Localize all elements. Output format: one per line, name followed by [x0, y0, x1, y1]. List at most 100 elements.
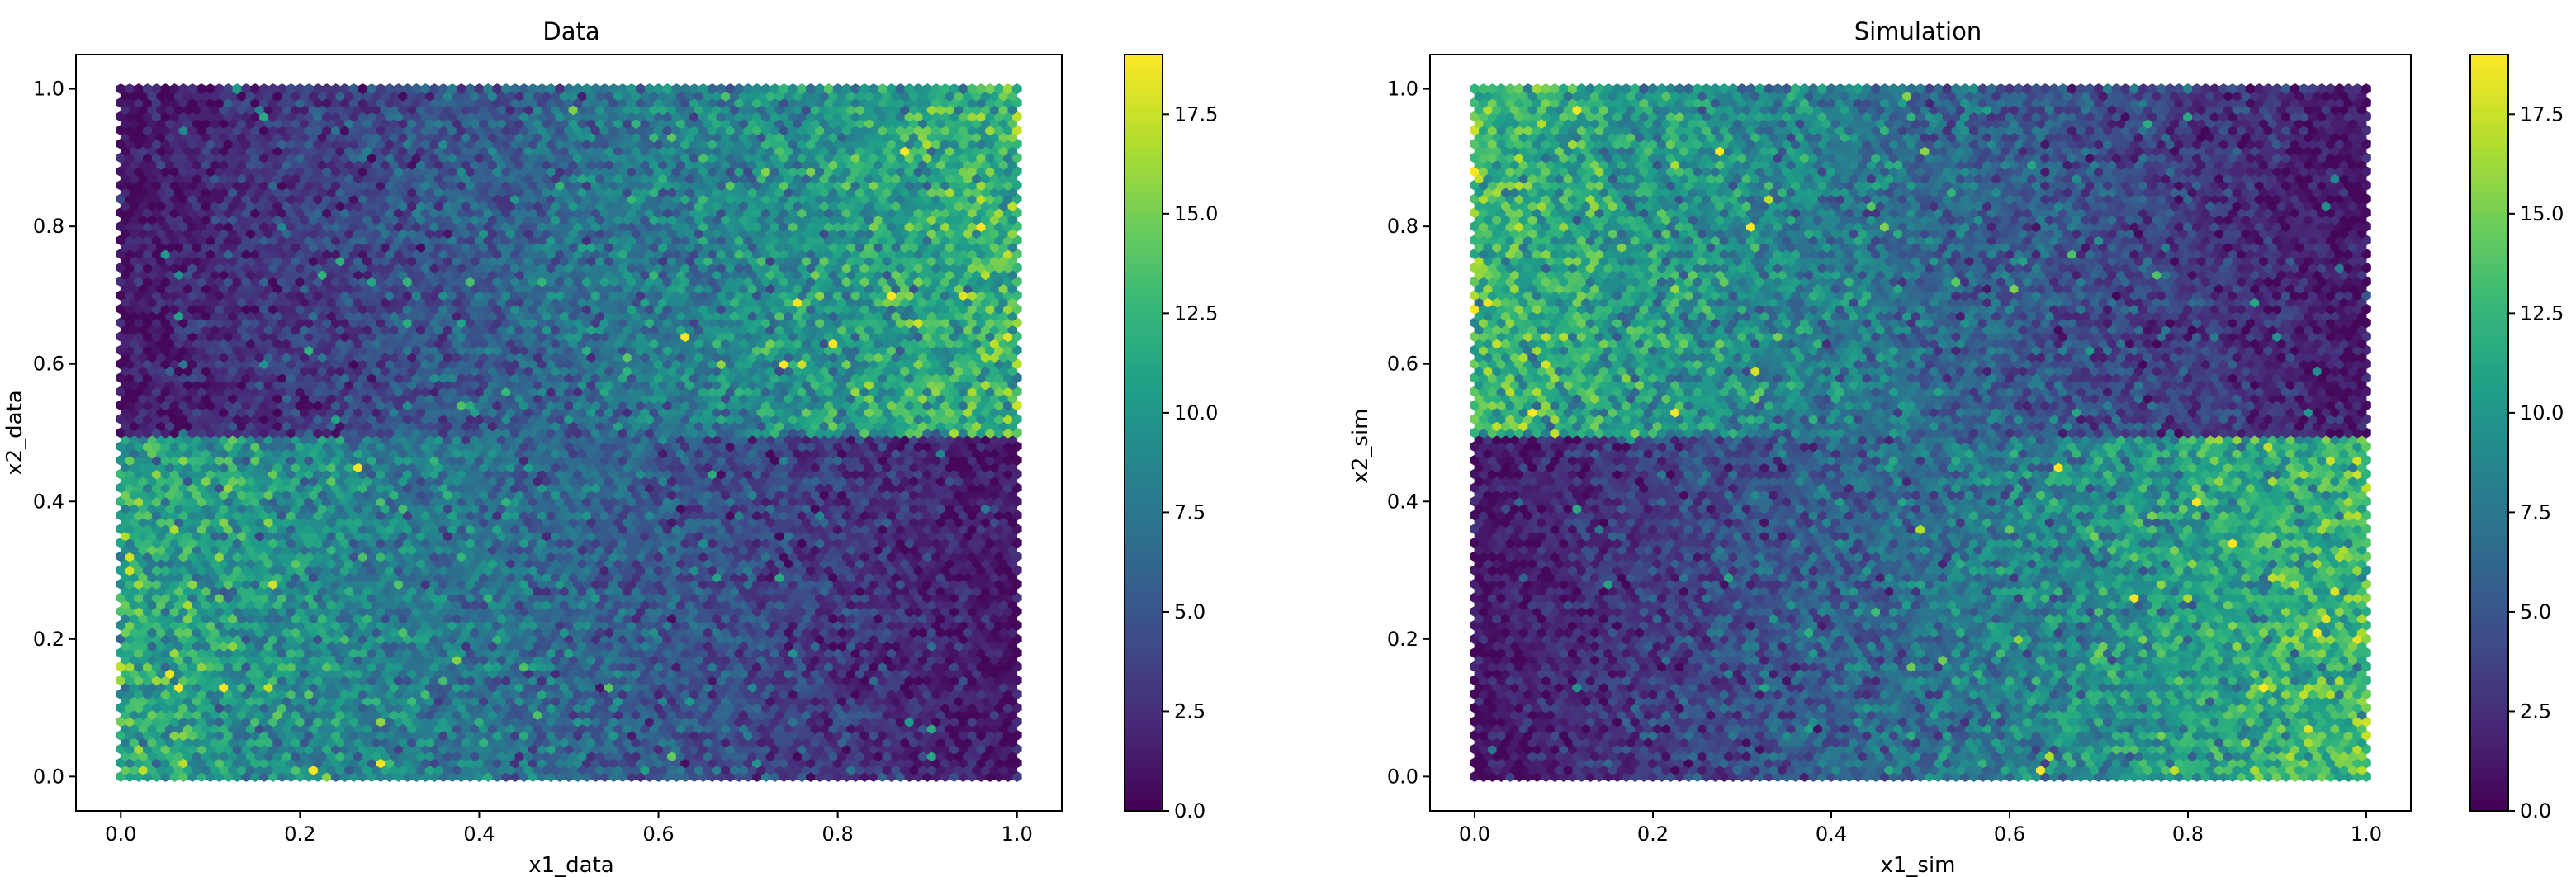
hexbin-cell: [259, 770, 269, 782]
hexbin-cell: [308, 750, 319, 761]
hexbin-cell: [667, 750, 677, 761]
hexbin-cell: [362, 750, 372, 761]
hexbin-cell: [698, 743, 708, 755]
hexbin-cell: [694, 750, 704, 761]
hexbin-cell: [698, 770, 708, 782]
hexbin-cell: [590, 770, 601, 782]
hexbin-cell: [344, 750, 354, 761]
hexbin-cell: [627, 743, 637, 755]
x-axis-label: x1_data: [528, 853, 614, 877]
hexbin-cell: [573, 770, 583, 782]
hexbin-cell: [599, 743, 610, 755]
hexbin-cell: [1011, 770, 1022, 782]
hexbin-cell: [237, 750, 247, 761]
hexbin-cell: [411, 770, 422, 782]
hexbin-cell: [1011, 743, 1022, 755]
hexbin-cell: [533, 750, 542, 761]
hexbin-cell: [684, 750, 695, 761]
hexbin-cell: [895, 770, 906, 782]
hexbin-cell: [254, 750, 265, 761]
hexbin-cell: [904, 770, 915, 782]
hexbin-cell: [824, 770, 834, 782]
hexbin-cell: [501, 770, 511, 782]
y-axis-label: x2_data: [2, 390, 27, 476]
hexbin-cell: [940, 743, 950, 755]
hexbin-cell: [622, 750, 632, 761]
hexbin-cell: [963, 750, 973, 761]
hexbin-cell: [926, 750, 937, 761]
hexbin-cell: [954, 750, 964, 761]
hexbin-cell: [815, 770, 825, 782]
hexbin-cell: [913, 770, 924, 782]
hexbin-cell: [304, 743, 314, 755]
hexbin-cell: [810, 750, 821, 761]
hexbin-cell: [385, 743, 395, 755]
hexbin-cell: [998, 750, 1009, 761]
hexbin-cell: [376, 770, 386, 782]
hexbin-cell: [443, 750, 453, 761]
hexbin-cell: [348, 770, 359, 782]
hexbin-cell: [151, 743, 162, 755]
hexbin-cell: [765, 750, 776, 761]
hexbin-cell: [756, 750, 767, 761]
hexbin-cell: [725, 770, 736, 782]
hexbin-cell: [483, 770, 494, 782]
hexbin-cell: [662, 770, 673, 782]
hexbin-cell: [223, 770, 234, 782]
hexbin-cell: [510, 770, 520, 782]
hexbin-cell: [586, 750, 596, 761]
hexbin-cell: [900, 750, 910, 761]
hexbin-cell: [752, 770, 762, 782]
hexbin-cell: [730, 750, 740, 761]
hexbin-cell: [367, 743, 376, 755]
hexbin-cell: [797, 743, 807, 755]
hexbin-cell: [201, 750, 211, 761]
hexbin-cell: [806, 770, 816, 782]
hexbin-cell: [837, 750, 847, 761]
hexbin-cell: [214, 770, 225, 782]
hexbin-cell: [649, 750, 659, 761]
hexbin-cell: [873, 750, 883, 761]
hexbin-cell: [178, 770, 189, 782]
hexbin-cell: [474, 770, 485, 782]
hexbin-cell: [850, 770, 861, 782]
hexbin-cell: [542, 750, 552, 761]
hexbin-cell: [994, 743, 1004, 755]
hexbin-cell: [608, 770, 619, 782]
hexbin-cell: [945, 750, 955, 761]
hexbin-cell: [331, 770, 341, 782]
hexbin-cell: [268, 770, 278, 782]
hexbin-cell: [228, 750, 238, 761]
hexbin-cell: [380, 750, 391, 761]
hexbin-cell: [245, 750, 256, 761]
hexbin-cell: [416, 750, 426, 761]
hexbin-cell: [721, 750, 731, 761]
hexbin-cell: [286, 770, 296, 782]
hexbin-cell: [644, 743, 655, 755]
hexbin-cell: [263, 750, 274, 761]
hexbin-cell: [331, 743, 341, 755]
hexbin-cell: [424, 750, 435, 761]
hexbin-cell: [707, 770, 717, 782]
hexbin-cell: [797, 770, 807, 782]
hexbin-cell: [878, 743, 888, 755]
hexbin-cell: [935, 750, 946, 761]
hexbin-cell: [581, 743, 592, 755]
hexbin-cell: [514, 750, 525, 761]
hexbin-cell: [169, 743, 180, 755]
hexbin-cell: [568, 750, 579, 761]
hexbin-cell: [187, 770, 197, 782]
hexbin-cell: [429, 743, 439, 755]
hexbin-cell: [627, 770, 637, 782]
hexbin-cell: [385, 770, 395, 782]
hexbin-cell: [348, 743, 359, 755]
hexbin-cell: [268, 743, 278, 755]
hexbin-cell: [206, 770, 215, 782]
hexbin-cell: [300, 750, 310, 761]
chart-panel-data: Data x1_data x2_data 0.0 0.2 0.4 0.6 0.8 1.0 …: [2, 17, 1218, 877]
hexbin-cell: [559, 750, 570, 761]
hexbin-cell: [407, 750, 417, 761]
hexbin-cell: [353, 750, 363, 761]
hexbin-cell: [429, 770, 439, 782]
